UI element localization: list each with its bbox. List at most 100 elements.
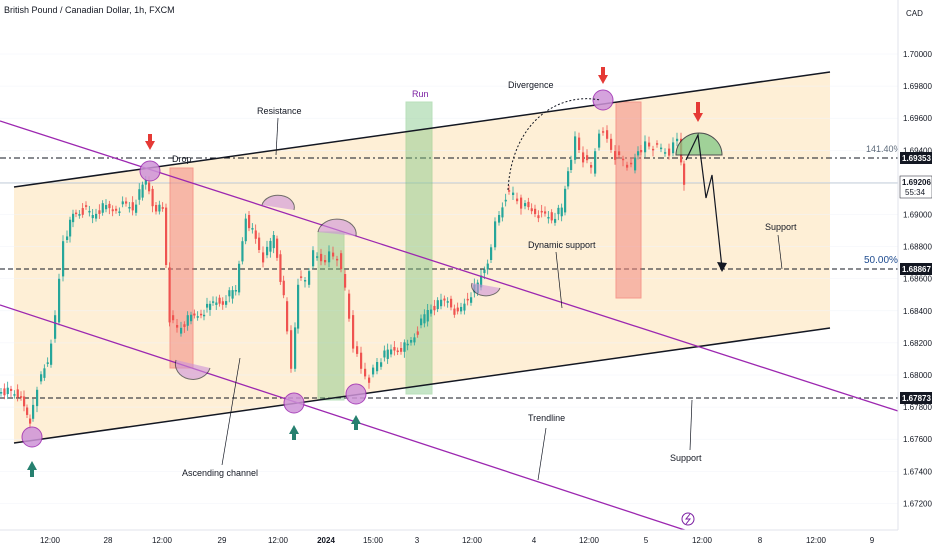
candle-body: [0, 392, 3, 394]
pointer-line: [537, 427, 547, 481]
y-tick-label: 1.68200: [903, 339, 932, 348]
candle-body: [111, 209, 114, 212]
candle-body: [125, 201, 128, 204]
x-tick-label: 5: [644, 536, 649, 545]
up-arrow-icon: [289, 425, 299, 440]
candle-body: [490, 247, 493, 260]
y-tick-label: 1.67400: [903, 467, 932, 476]
candle-body: [308, 271, 311, 285]
candle-body: [446, 301, 449, 303]
candle-body: [138, 189, 141, 200]
candle-body: [456, 307, 459, 312]
candle-body: [304, 280, 307, 282]
candle-body: [148, 182, 151, 192]
candle-body: [10, 388, 13, 391]
down-arrow-icon: [145, 134, 155, 150]
candle-body: [530, 208, 533, 212]
candle-body: [115, 208, 118, 211]
candle-body: [574, 136, 577, 160]
candle-body: [248, 215, 251, 229]
candle-body: [380, 362, 383, 367]
chart-title: British Pound / Canadian Dollar, 1h, FXC…: [4, 5, 175, 15]
price-tag-3: 1.67873: [900, 392, 932, 404]
y-tick-label: 1.67600: [903, 435, 932, 444]
candle-body: [420, 318, 423, 326]
x-tick-label: 8: [758, 536, 763, 545]
candle-body: [241, 241, 244, 262]
candle-body: [340, 253, 343, 270]
pointer-line: [555, 251, 563, 309]
candle-body: [206, 303, 209, 308]
run-box-2: [317, 231, 345, 401]
candle-body: [483, 269, 486, 274]
candle-body: [348, 293, 351, 319]
candle-body: [218, 297, 221, 304]
candle-body: [69, 219, 72, 237]
candle-body: [602, 131, 605, 133]
candle-body: [203, 314, 206, 317]
candle-body: [244, 218, 247, 242]
x-tick-label: 15:00: [363, 536, 384, 545]
candle-body: [393, 347, 396, 351]
candle-body: [396, 350, 399, 353]
candle-body: [352, 315, 355, 349]
candle-body: [383, 350, 386, 358]
time-axis: [0, 530, 932, 550]
annotation-support-upper: Support: [765, 222, 797, 232]
candle-body: [200, 313, 203, 316]
projection-path: [685, 132, 723, 269]
candle-body: [524, 203, 527, 207]
candle-body: [413, 337, 416, 343]
candle-body: [276, 238, 279, 258]
arc-top-2: [317, 218, 357, 237]
candle-body: [286, 301, 289, 332]
candle-body: [172, 315, 175, 321]
candle-body: [590, 165, 593, 168]
y-tick-label: 1.68800: [903, 243, 932, 252]
candle-body: [196, 316, 199, 318]
candle-body: [356, 346, 359, 354]
y-tick-label: 1.69600: [903, 114, 932, 123]
candle-body: [450, 298, 453, 308]
x-tick-label: 12:00: [40, 536, 61, 545]
candle-body: [262, 252, 265, 263]
marker-circle: [592, 89, 614, 111]
candle-body: [251, 228, 254, 230]
candle-body: [557, 207, 560, 215]
candle-body: [547, 217, 550, 219]
candle-body: [498, 215, 501, 223]
candle-body: [494, 221, 497, 248]
up-arrow-icon: [27, 461, 37, 477]
fib-label-50: 50.00%: [864, 255, 898, 266]
candle-body: [16, 389, 19, 398]
candle-body: [430, 309, 433, 314]
candle-body: [376, 362, 379, 372]
candle-body: [118, 211, 121, 213]
svg-text:1.69353: 1.69353: [902, 154, 931, 163]
candle-body: [332, 252, 335, 257]
candle-body: [300, 276, 303, 278]
candle-body: [578, 137, 581, 150]
candle-body: [668, 148, 671, 156]
candle-body: [344, 274, 347, 288]
candle-body: [225, 301, 228, 305]
candle-body: [105, 205, 108, 210]
x-tick-label: 12:00: [579, 536, 600, 545]
candle-body: [582, 152, 585, 163]
candle-body: [91, 215, 94, 219]
candle-body: [144, 180, 147, 185]
candle-body: [336, 258, 339, 261]
candle-body: [212, 301, 215, 303]
candle-body: [516, 198, 519, 202]
candle-body: [95, 213, 98, 219]
lightning-icon[interactable]: [681, 512, 695, 526]
candle-body: [75, 212, 78, 215]
x-tick-label: 12:00: [806, 536, 827, 545]
candle-body: [594, 151, 597, 174]
x-tick-label: 29: [218, 536, 227, 545]
price-tag-1: 1.69353: [900, 152, 932, 164]
candle-body: [537, 215, 540, 219]
candle-body: [470, 297, 473, 303]
candle-body: [486, 263, 489, 270]
